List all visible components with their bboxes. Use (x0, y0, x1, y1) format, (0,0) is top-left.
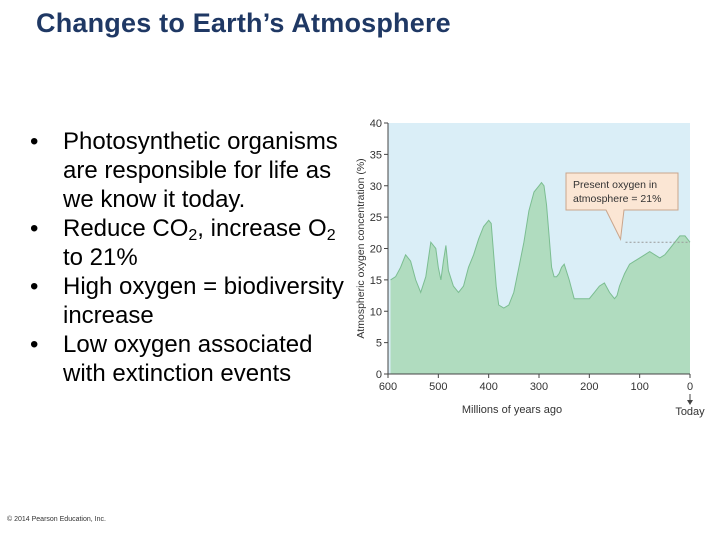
callout-box (565, 172, 679, 241)
bullet-item: Reduce CO2, increase O2 to 21% (30, 214, 360, 272)
x-tick-label: 100 (630, 381, 648, 393)
y-tick-label: 40 (370, 118, 382, 130)
bullet-text: , increase O (197, 215, 327, 242)
today-label: Today (675, 406, 705, 418)
x-axis-label: Millions of years ago (462, 404, 562, 416)
callout-text-line: Present oxygen in (573, 179, 657, 191)
bullet-list: Photosynthetic organisms are responsible… (30, 127, 360, 388)
oxygen-area (390, 182, 690, 374)
x-tick-label: 400 (479, 381, 497, 393)
bullet-item: High oxygen = biodiversity increase (30, 272, 360, 330)
present-oxygen-callout: Present oxygen in atmosphere = 21% (565, 172, 690, 243)
bullet-item: Low oxygen associated with extinction ev… (30, 330, 360, 388)
x-tick-label: 300 (530, 381, 548, 393)
bullet-text: Low oxygen associated with extinction ev… (63, 331, 313, 387)
today-arrow-head (687, 400, 693, 405)
y-axis-label: Atmospheric oxygen concentration (%) (355, 158, 367, 338)
y-tick-label: 30 (370, 181, 382, 193)
subscript: 2 (188, 227, 198, 244)
callout-text-line: atmosphere = 21% (573, 193, 661, 205)
oxygen-chart: 0 5 10 15 20 25 30 35 40 600 500 400 300 200 100 0 Atmo… (355, 118, 705, 418)
y-tick-label: 5 (376, 338, 382, 350)
bullet-item: Photosynthetic organisms are responsible… (30, 127, 360, 214)
bullet-text: High oxygen = biodiversity increase (63, 273, 344, 329)
x-tick-label: 0 (687, 381, 693, 393)
y-tick-label: 15 (370, 275, 382, 287)
y-tick-label: 0 (376, 369, 382, 381)
subscript: 2 (326, 227, 336, 244)
bullet-text: Photosynthetic organisms are responsible… (63, 128, 338, 213)
bullet-text: Reduce CO (63, 215, 189, 242)
x-tick-label: 600 (379, 381, 397, 393)
x-tick-label: 200 (580, 381, 598, 393)
y-tick-label: 35 (370, 149, 382, 161)
bullet-text: to 21% (63, 244, 138, 271)
y-tick-label: 25 (370, 212, 382, 224)
slide-title: Changes to Earth’s Atmosphere (36, 8, 451, 38)
x-tick-label: 500 (429, 381, 447, 393)
y-tick-label: 20 (370, 244, 382, 256)
oxygen-line (390, 181, 691, 309)
y-tick-label: 10 (370, 306, 382, 318)
copyright-notice: © 2014 Pearson Education, Inc. (7, 516, 106, 523)
